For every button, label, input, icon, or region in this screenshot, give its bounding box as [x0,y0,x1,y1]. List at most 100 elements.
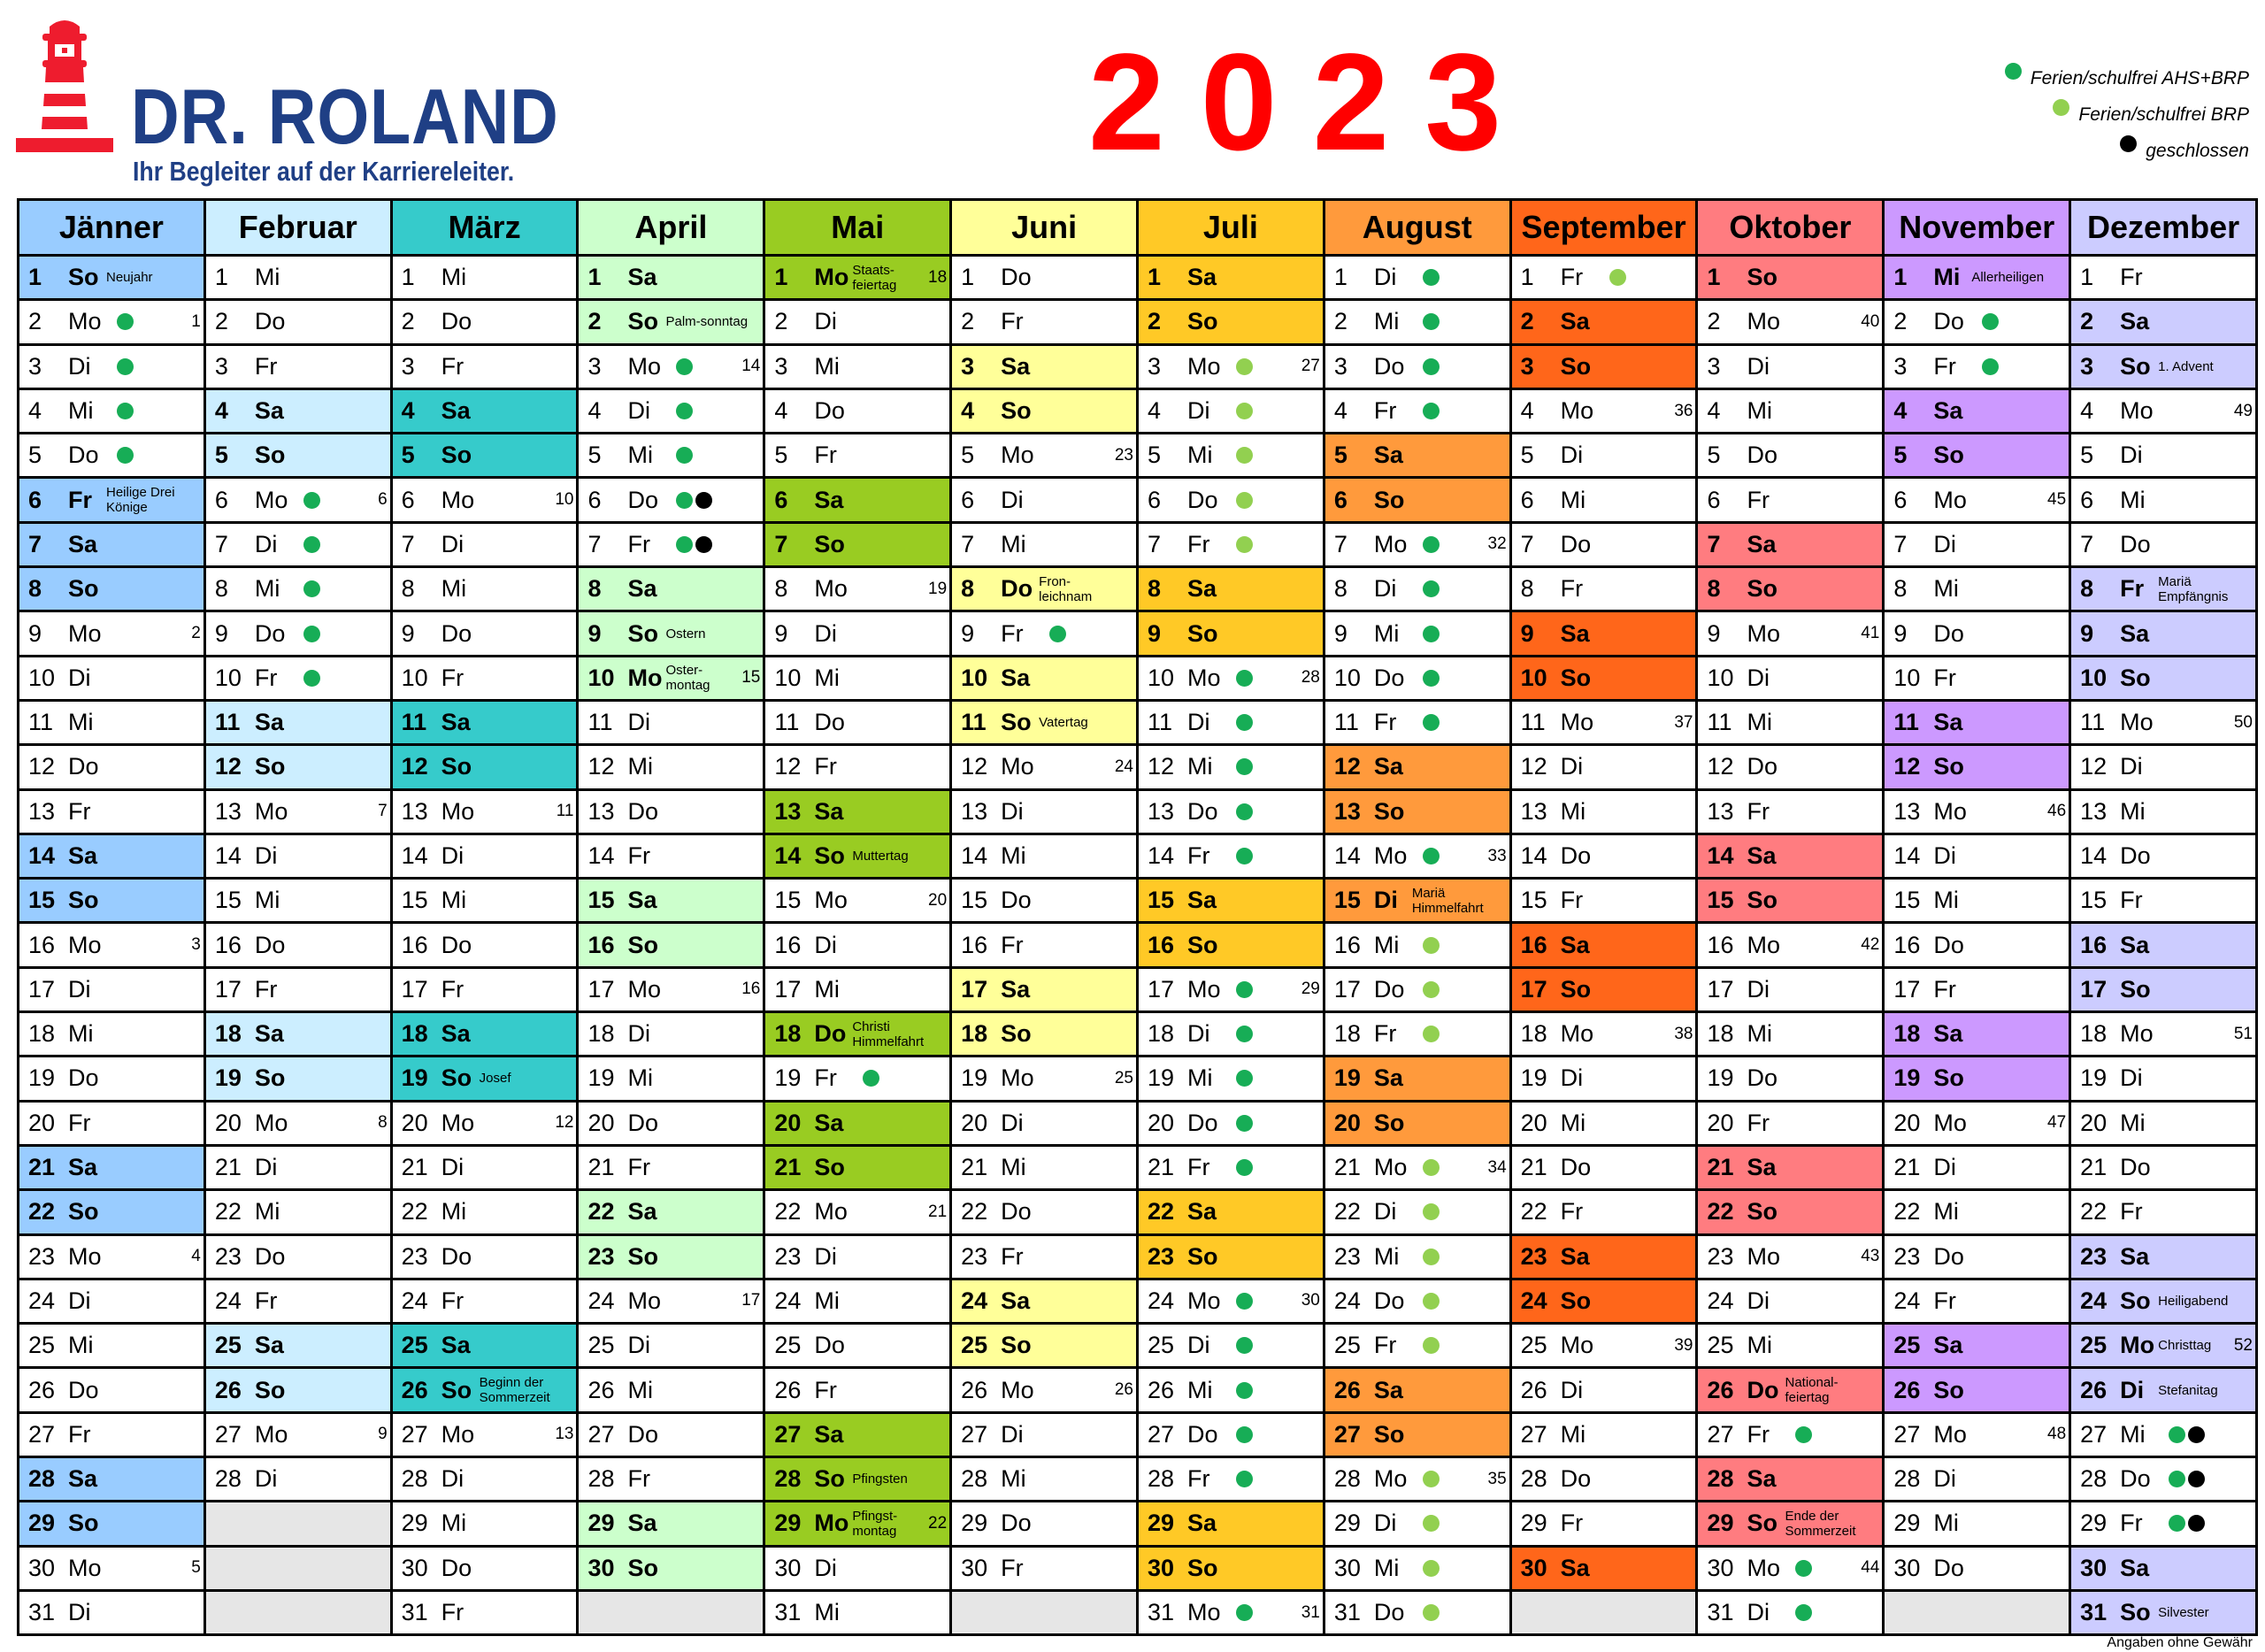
day-number: 5 [2080,442,2094,469]
day-number: 10 [774,664,802,691]
weekday-label: Sa [1186,1510,1217,1537]
day-cell: 28 Sa [19,1458,203,1501]
day-cell: 9 So [1138,612,1323,655]
week-number: 46 [2047,802,2067,821]
weekday-label: Do [814,709,845,736]
day-number: 1 [214,264,228,291]
holiday-note: Mariä Empfängnis [2158,573,2229,604]
weekday-label: Mo [1560,709,1594,736]
day-cell: 1 So Neujahr [19,257,203,299]
day-cell: 8 Mi [205,568,390,611]
day-number: 28 [587,1465,615,1493]
week-number: 31 [1301,1602,1320,1622]
day-number: 22 [774,1198,802,1226]
day-cell: 23 Mo 4 [19,1235,203,1278]
day-number: 26 [961,1376,988,1403]
status-dots [1422,669,1440,687]
dark-green-dot-icon [1235,980,1253,998]
weekday-label: Di [1933,1154,1956,1181]
month-column: August 1 Di 2 Mi 3 Do 4 Fr 5 Sa 6 So 7 Mo 32 8 Di 9 Mi 10 Do 1… [1324,201,1509,1634]
day-cell: 19 Fr [765,1057,950,1100]
day-number: 6 [1333,486,1347,513]
day-number: 18 [1147,1020,1175,1048]
day-number: 19 [587,1064,615,1092]
weekday-label: Sa [1186,1198,1217,1226]
weekday-label: Di [1001,486,1024,513]
day-cell: 5 Mo 23 [952,434,1136,477]
weekday-label: Fr [1001,1554,1024,1581]
day-cell: 22 Sa [1138,1191,1323,1233]
weekday-label: Sa [2120,931,2150,958]
day-cell: 10 So [1511,657,1696,699]
day-number: 30 [1147,1554,1175,1581]
dark-green-dot-icon [1422,669,1440,687]
weekday-label: Fr [1933,352,1956,380]
day-cell: 13 Mi [1511,790,1696,833]
weekday-label: Fr [1560,1198,1584,1226]
weekday-label: Mo [1001,1376,1034,1403]
status-dots [1235,1026,1253,1043]
legend: Ferien/schulfrei AHS+BRP Ferien/schulfre… [2004,60,2249,169]
day-cell: 16 Mo 3 [19,924,203,966]
weekday-label: Mi [1560,1109,1586,1136]
holiday-note: Beginn der Sommerzeit [479,1375,550,1406]
weekday-label: Do [1560,842,1592,869]
day-number: 7 [1333,530,1347,557]
day-number: 8 [961,575,975,603]
weekday-label: Mi [627,1376,653,1403]
day-cell: 13 Do [1138,790,1323,833]
weekday-label: Mi [68,709,94,736]
month-column: März 1 Mi 2 Do 3 Fr 4 Sa 5 So 6 Mo 10 7 Di 8 Mi 9 Do 10 Fr 11 S… [392,201,577,1634]
day-cell: 2 Di [765,301,950,343]
weekday-label: Sa [627,575,657,603]
day-number: 6 [1147,486,1162,513]
weekday-label: Fr [814,753,837,780]
day-cell: 23 Mo 43 [1698,1235,1883,1278]
day-number: 4 [1707,397,1721,425]
status-dots [1422,848,1440,864]
weekday-label: Di [1747,352,1770,380]
weekday-label: So [1933,1064,1964,1092]
day-number: 1 [1147,264,1162,291]
dark-green-dot-icon [303,580,320,598]
day-cell: 26 So Beginn der Sommerzeit [392,1369,577,1411]
day-cell: 13 Di [952,790,1136,833]
day-number: 24 [774,1287,802,1314]
day-number: 25 [214,1332,242,1359]
weekday-label: So [1373,486,1405,513]
holiday-note: Ende der Sommerzeit [1785,1508,1856,1539]
day-cell: 11 Do [765,701,950,744]
day-cell: 19 Sa [1324,1057,1509,1100]
day-number: 19 [1147,1064,1175,1092]
day-number: 31 [28,1599,56,1626]
day-cell: 20 Mi [2071,1102,2255,1144]
dark-green-dot-icon [2169,1515,2186,1533]
day-number: 19 [1893,1064,1921,1092]
day-number: 22 [961,1198,988,1226]
weekday-label: So [1747,575,1777,603]
weekday-label: Di [2120,1376,2145,1403]
status-dots [1235,1471,1253,1488]
day-cell: 26 Fr [765,1369,950,1411]
status-dots [1795,1559,1813,1577]
day-number: 5 [1147,442,1162,469]
day-number: 29 [1520,1510,1547,1537]
day-number: 27 [214,1420,242,1448]
day-number: 5 [1893,442,1908,469]
day-cell: 7 Di [1885,523,2069,566]
holiday-note: Christtag [2158,1338,2212,1354]
day-number: 30 [1707,1554,1734,1581]
day-cell: 26 Sa [1324,1369,1509,1411]
day-number: 18 [1707,1020,1734,1048]
day-number: 2 [774,308,788,335]
day-number: 9 [1333,619,1347,647]
day-number: 14 [587,842,615,869]
day-cell: 15 Fr [1511,880,1696,922]
weekday-label: Di [68,352,91,380]
day-cell: 18 Fr [1324,1013,1509,1056]
day-cell: 15 So [1698,880,1883,922]
week-number: 23 [1114,445,1133,465]
holiday-note: Pfingst- montag [852,1508,898,1539]
weekday-label: Di [1186,397,1210,425]
status-dots [1422,1026,1440,1043]
